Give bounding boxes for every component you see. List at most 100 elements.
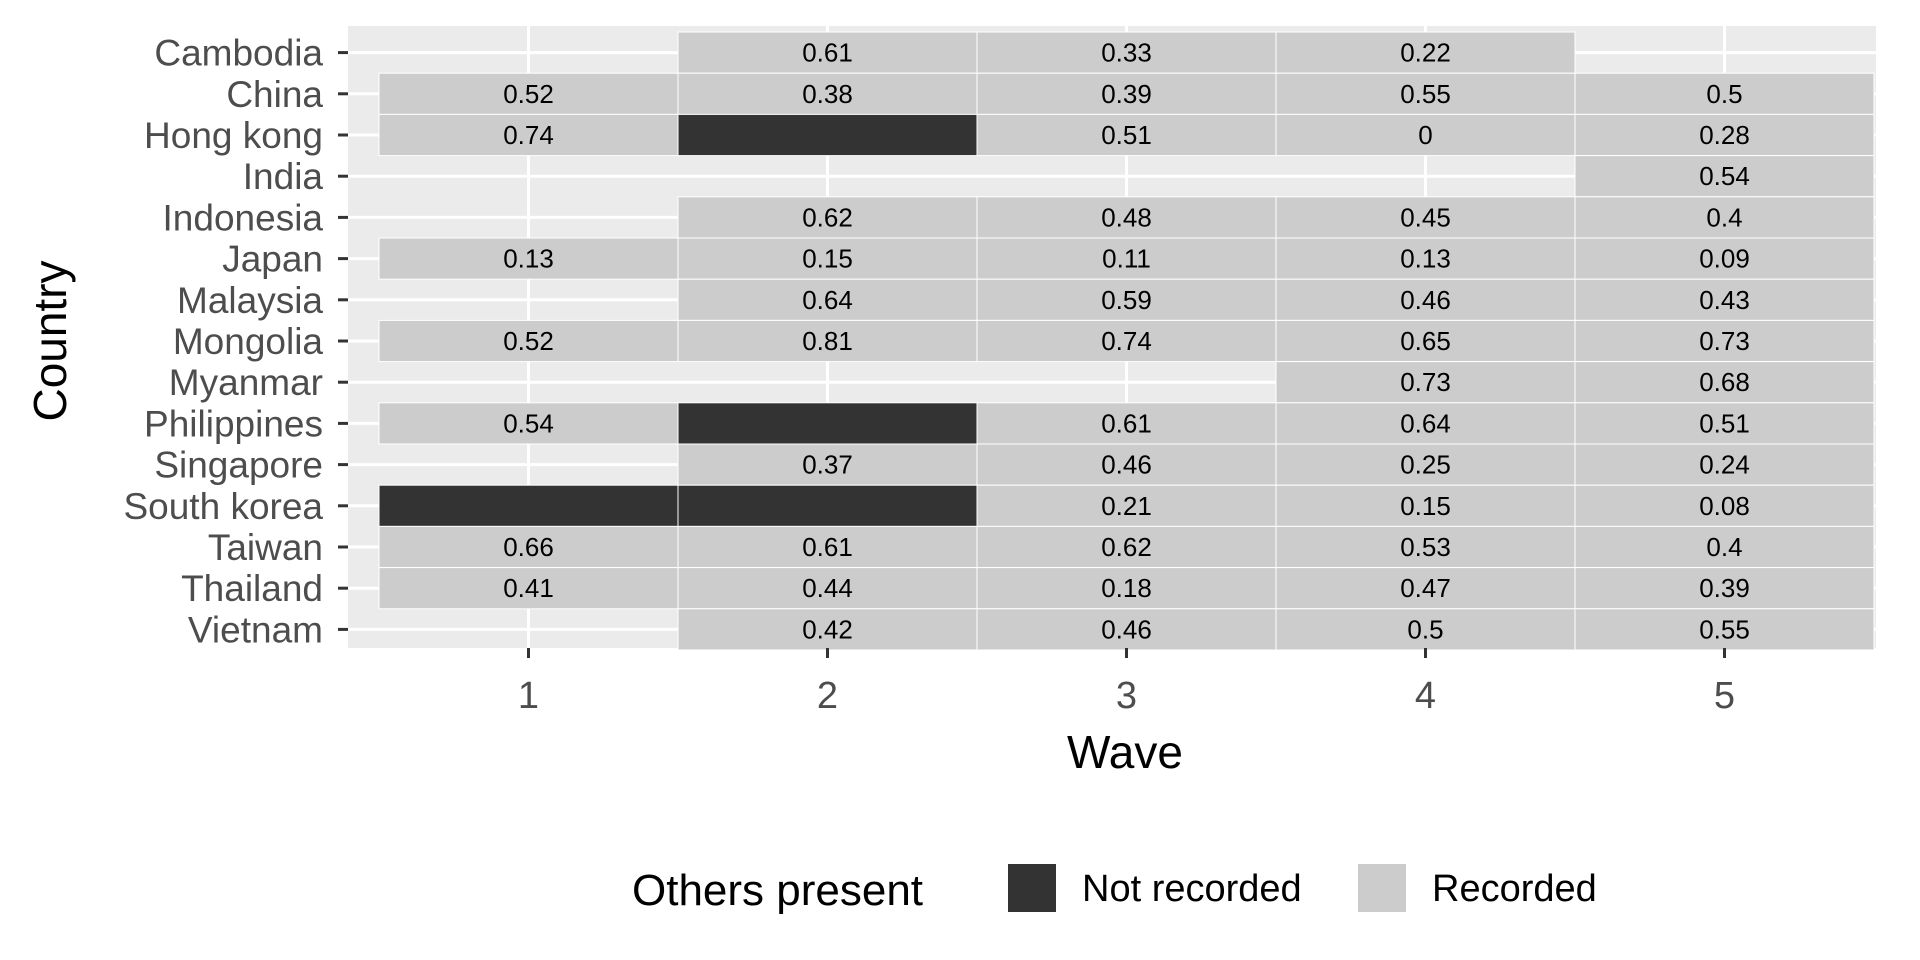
cell-label-vietnam-wave-4: 0.5 bbox=[1407, 614, 1443, 644]
cell-label-hong-kong-wave-4: 0 bbox=[1418, 120, 1432, 150]
cell-label-south-korea-wave-5: 0.08 bbox=[1699, 491, 1750, 521]
cell-label-south-korea-wave-4: 0.15 bbox=[1400, 491, 1451, 521]
cell-label-china-wave-2: 0.38 bbox=[802, 79, 853, 109]
heatmap-cell-philippines-wave-4 bbox=[1275, 402, 1576, 445]
cell-label-taiwan-wave-2: 0.61 bbox=[802, 532, 853, 562]
heatmap-cell-japan-wave-4 bbox=[1275, 237, 1576, 280]
heatmap-cell-philippines-wave-1 bbox=[378, 402, 679, 445]
heatmap-cell-china-wave-4 bbox=[1275, 72, 1576, 115]
cell-label-vietnam-wave-2: 0.42 bbox=[802, 614, 853, 644]
cell-label-japan-wave-5: 0.09 bbox=[1699, 244, 1750, 274]
heatmap-cell-hong-kong-wave-5 bbox=[1574, 113, 1875, 157]
cell-label-indonesia-wave-2: 0.62 bbox=[802, 202, 853, 232]
x-axis: 1 2 3 4 5 bbox=[518, 648, 1735, 717]
y-tick-label-thailand: Thailand bbox=[181, 568, 323, 609]
heatmap-cell-south-korea-wave-4 bbox=[1275, 484, 1576, 527]
heatmap-cell-philippines-wave-5 bbox=[1574, 402, 1875, 445]
legend-title: Others present bbox=[632, 866, 923, 915]
y-tick-label-vietnam: Vietnam bbox=[188, 609, 323, 650]
cell-label-taiwan-wave-1: 0.66 bbox=[503, 532, 554, 562]
heatmap-cell-south-korea-wave-1 bbox=[378, 484, 679, 527]
heatmap-cell-myanmar-wave-5 bbox=[1574, 361, 1875, 404]
cell-label-china-wave-1: 0.52 bbox=[503, 79, 554, 109]
x-tick-label-2: 2 bbox=[817, 675, 838, 717]
heatmap-cell-india-wave-5 bbox=[1574, 155, 1875, 198]
heatmap-cell-south-korea-wave-3 bbox=[976, 484, 1277, 527]
cell-label-thailand-wave-5: 0.39 bbox=[1699, 573, 1750, 603]
heatmap-cell-south-korea-wave-5 bbox=[1574, 484, 1875, 527]
cell-label-vietnam-wave-3: 0.46 bbox=[1101, 614, 1152, 644]
x-axis-title: Wave bbox=[1067, 726, 1183, 778]
cell-label-philippines-wave-1: 0.54 bbox=[503, 408, 554, 438]
heatmap-cell-mongolia-wave-2 bbox=[677, 319, 978, 363]
cell-label-indonesia-wave-5: 0.4 bbox=[1706, 202, 1742, 232]
heatmap-cell-cambodia-wave-3 bbox=[976, 31, 1277, 74]
cell-label-hong-kong-wave-3: 0.51 bbox=[1101, 120, 1152, 150]
heatmap-cell-malaysia-wave-4 bbox=[1275, 278, 1576, 321]
cell-label-thailand-wave-2: 0.44 bbox=[802, 573, 853, 603]
cell-label-taiwan-wave-3: 0.62 bbox=[1101, 532, 1152, 562]
cell-label-cambodia-wave-4: 0.22 bbox=[1400, 38, 1451, 68]
cell-label-thailand-wave-1: 0.41 bbox=[503, 573, 554, 603]
cell-label-malaysia-wave-3: 0.59 bbox=[1101, 285, 1152, 315]
cell-label-philippines-wave-3: 0.61 bbox=[1101, 408, 1152, 438]
cell-label-singapore-wave-4: 0.25 bbox=[1400, 450, 1451, 480]
y-tick-label-taiwan: Taiwan bbox=[208, 527, 323, 568]
cell-label-mongolia-wave-5: 0.73 bbox=[1699, 326, 1750, 356]
cell-label-philippines-wave-5: 0.51 bbox=[1699, 408, 1750, 438]
legend-label-not-recorded: Not recorded bbox=[1082, 868, 1302, 910]
heatmap-cell-hong-kong-wave-2 bbox=[677, 113, 978, 157]
y-tick-label-india: India bbox=[243, 156, 324, 197]
cell-label-china-wave-4: 0.55 bbox=[1400, 79, 1451, 109]
heatmap-cell-taiwan-wave-4 bbox=[1275, 525, 1576, 569]
cell-label-mongolia-wave-3: 0.74 bbox=[1101, 326, 1152, 356]
cell-label-mongolia-wave-4: 0.65 bbox=[1400, 326, 1451, 356]
heatmap-cell-japan-wave-2 bbox=[677, 237, 978, 280]
heatmap-cell-china-wave-3 bbox=[976, 72, 1277, 115]
heatmap-cell-indonesia-wave-4 bbox=[1275, 196, 1576, 239]
heatmap-cell-indonesia-wave-2 bbox=[677, 196, 978, 239]
heatmap-cell-singapore-wave-5 bbox=[1574, 443, 1875, 486]
heatmap-cell-mongolia-wave-4 bbox=[1275, 319, 1576, 363]
x-tick-label-3: 3 bbox=[1116, 675, 1137, 717]
heatmap-cell-thailand-wave-4 bbox=[1275, 567, 1576, 610]
cell-label-myanmar-wave-5: 0.68 bbox=[1699, 367, 1750, 397]
heatmap-cell-taiwan-wave-5 bbox=[1574, 525, 1875, 569]
cell-label-south-korea-wave-3: 0.21 bbox=[1101, 491, 1152, 521]
cell-label-thailand-wave-4: 0.47 bbox=[1400, 573, 1451, 603]
heatmap-cell-japan-wave-5 bbox=[1574, 237, 1875, 280]
cell-label-japan-wave-1: 0.13 bbox=[503, 244, 554, 274]
y-tick-label-myanmar: Myanmar bbox=[169, 362, 323, 403]
cell-label-thailand-wave-3: 0.18 bbox=[1101, 573, 1152, 603]
y-tick-label-philippines: Philippines bbox=[144, 403, 323, 444]
cell-label-indonesia-wave-4: 0.45 bbox=[1400, 202, 1451, 232]
legend-swatch-recorded bbox=[1358, 864, 1406, 912]
y-tick-label-cambodia: Cambodia bbox=[154, 33, 323, 74]
cell-label-japan-wave-3: 0.11 bbox=[1102, 244, 1151, 274]
cell-label-indonesia-wave-3: 0.48 bbox=[1101, 202, 1152, 232]
y-tick-label-malaysia: Malaysia bbox=[177, 280, 323, 321]
y-axis-title: Country bbox=[24, 260, 76, 421]
cell-label-india-wave-5: 0.54 bbox=[1699, 161, 1750, 191]
y-tick-label-singapore: Singapore bbox=[154, 445, 323, 486]
cell-label-cambodia-wave-3: 0.33 bbox=[1101, 38, 1152, 68]
legend-label-recorded: Recorded bbox=[1432, 868, 1597, 910]
heatmap-cell-china-wave-1 bbox=[378, 72, 679, 115]
y-tick-label-mongolia: Mongolia bbox=[173, 321, 324, 362]
cell-label-malaysia-wave-2: 0.64 bbox=[802, 285, 853, 315]
y-tick-label-south-korea: South korea bbox=[123, 486, 323, 527]
cell-label-malaysia-wave-5: 0.43 bbox=[1699, 285, 1750, 315]
cell-label-hong-kong-wave-5: 0.28 bbox=[1699, 120, 1750, 150]
cell-label-singapore-wave-2: 0.37 bbox=[802, 450, 853, 480]
y-tick-label-china: China bbox=[226, 74, 323, 115]
legend-swatch-not-recorded bbox=[1008, 864, 1056, 912]
cell-label-japan-wave-2: 0.15 bbox=[802, 244, 853, 274]
y-tick-label-indonesia: Indonesia bbox=[163, 197, 324, 238]
cell-label-myanmar-wave-4: 0.73 bbox=[1400, 367, 1451, 397]
heatmap-cell-indonesia-wave-3 bbox=[976, 196, 1277, 239]
heatmap-cells: 0.61 0.33 0.22 0.52 0.38 0.39 0.55 0.5 0.74 0.51 0… bbox=[378, 31, 1875, 651]
x-tick-label-1: 1 bbox=[518, 675, 539, 717]
y-tick-label-japan: Japan bbox=[222, 239, 323, 280]
heatmap-cell-indonesia-wave-5 bbox=[1574, 196, 1875, 239]
